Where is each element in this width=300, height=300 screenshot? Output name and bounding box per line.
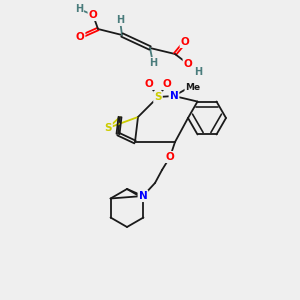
Text: O: O bbox=[76, 32, 84, 42]
Text: N: N bbox=[169, 91, 178, 101]
Text: Me: Me bbox=[185, 83, 201, 92]
Text: O: O bbox=[145, 79, 153, 89]
Text: O: O bbox=[163, 79, 171, 89]
Text: S: S bbox=[104, 123, 112, 133]
Text: O: O bbox=[166, 152, 174, 162]
Text: O: O bbox=[181, 37, 189, 47]
Text: H: H bbox=[194, 67, 202, 77]
Text: H: H bbox=[75, 4, 83, 14]
Text: H: H bbox=[116, 15, 124, 25]
Text: O: O bbox=[184, 59, 192, 69]
Text: S: S bbox=[154, 92, 162, 102]
Text: H: H bbox=[149, 58, 157, 68]
Text: O: O bbox=[88, 10, 98, 20]
Text: N: N bbox=[139, 191, 147, 201]
